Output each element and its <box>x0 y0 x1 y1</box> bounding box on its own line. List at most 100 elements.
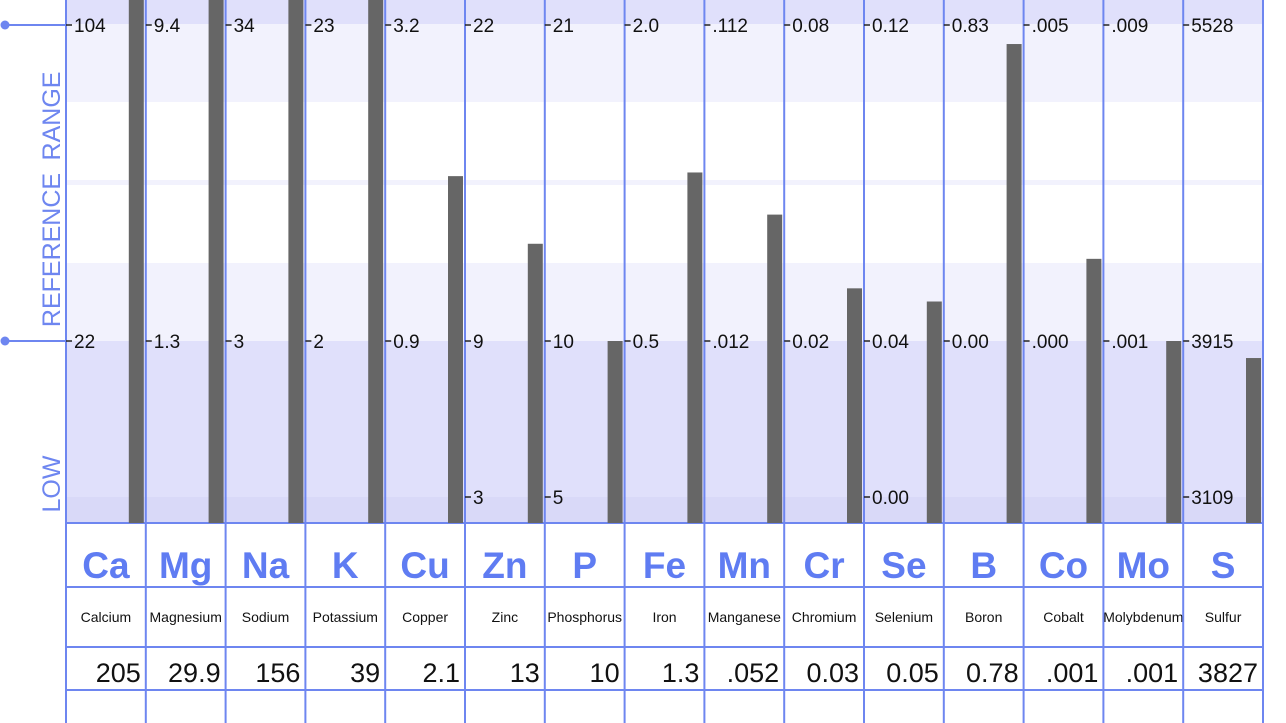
reference-low-label: 0.9 <box>393 332 419 353</box>
reference-high-label: .005 <box>1032 16 1069 37</box>
reference-high-label: 0.12 <box>872 16 909 37</box>
column-se: 0.12 0.04 0.00 Se Selenium 0.05 <box>863 0 942 723</box>
element-value: 205 <box>96 658 141 688</box>
reference-high-label: 21 <box>553 16 574 37</box>
element-value: 10 <box>590 658 620 688</box>
side-label-range: RANGE <box>38 72 66 161</box>
reference-low-label: .001 <box>1111 332 1148 353</box>
element-name: Zinc <box>492 609 518 625</box>
element-name: Magnesium <box>150 609 222 625</box>
column-p: 21 10 5 P Phosphorus 10 <box>543 0 623 723</box>
side-label-reference: REFERENCE <box>38 173 66 327</box>
element-name: Copper <box>402 609 448 625</box>
element-value: 39 <box>350 658 380 688</box>
element-symbol: Na <box>242 545 290 586</box>
reference-high-label: .112 <box>712 16 748 37</box>
reference-high-label: 3.2 <box>393 16 419 37</box>
element-name: Phosphorus <box>547 609 622 625</box>
bar-cr <box>847 288 862 523</box>
element-symbol: Ca <box>82 545 130 586</box>
reference-low-label: 0.04 <box>872 332 909 353</box>
low-floor-label: 3109 <box>1191 488 1233 509</box>
element-name: Sulfur <box>1205 609 1242 625</box>
element-name: Cobalt <box>1043 609 1084 625</box>
reference-low-label: 0.5 <box>633 332 659 353</box>
element-value: 0.03 <box>806 658 859 688</box>
bar-na <box>288 0 304 523</box>
reference-high-label: 9.4 <box>154 16 181 37</box>
element-value: 3827 <box>1198 658 1258 688</box>
column-b: 0.83 0.00 B Boron 0.78 <box>942 0 1022 723</box>
band-low <box>66 341 1263 523</box>
bar-ca <box>128 0 144 523</box>
reference-low-label: 10 <box>553 332 574 353</box>
reference-low-label: 0.00 <box>952 332 989 353</box>
element-name: Iron <box>652 609 676 625</box>
low-floor-label: 3 <box>473 488 484 509</box>
element-value: 0.05 <box>886 658 939 688</box>
element-symbol: Mn <box>718 545 771 586</box>
element-name: Calcium <box>81 609 132 625</box>
reference-low-label: 0.02 <box>792 332 829 353</box>
reference-low-label: 3 <box>234 332 245 353</box>
reference-high-label: 34 <box>234 16 256 37</box>
side-axis: LOW REFERENCE RANGE <box>0 20 66 512</box>
reference-high-label: .009 <box>1111 16 1148 37</box>
element-columns: 10422CaCalcium2059.41.3MgMagnesium29.934… <box>65 0 1264 723</box>
bar-zn <box>527 243 543 523</box>
column-mo: .009 .001 Mo Molybdenum .001 <box>1102 0 1183 723</box>
bar-s <box>1246 358 1261 523</box>
band-top <box>66 0 1263 24</box>
element-name: Sodium <box>242 609 289 625</box>
band-mid-upper <box>66 102 1263 180</box>
low-floor-label: 0.00 <box>872 488 909 509</box>
column-k: 23 2 K Potassium 39 <box>304 0 384 723</box>
element-symbol: Mg <box>159 545 212 586</box>
column-cr: 0.08 0.02 Cr Chromium 0.03 <box>783 0 862 723</box>
element-name: Potassium <box>313 609 378 625</box>
element-value: 29.9 <box>168 658 221 688</box>
element-name: Boron <box>965 609 1002 625</box>
bar-b <box>1006 44 1022 524</box>
column-na: 34 3 Na Sodium 156 <box>224 0 304 723</box>
bar-mo <box>1166 341 1182 523</box>
band-bottom <box>66 497 1263 523</box>
bar-fe <box>687 172 703 523</box>
element-value: 13 <box>510 658 540 688</box>
reference-low-label: 3915 <box>1191 332 1233 353</box>
bar-mn <box>767 214 783 523</box>
reference-high-label: 22 <box>473 16 494 37</box>
element-symbol: B <box>970 545 997 586</box>
bar-mg <box>208 0 224 523</box>
background-bands <box>66 0 1263 523</box>
element-symbol: Co <box>1039 545 1088 586</box>
column-cu: 3.2 0.9 Cu Copper 2.1 <box>384 0 463 723</box>
element-name: Chromium <box>792 609 857 625</box>
element-value: .001 <box>1046 658 1099 688</box>
element-value: .001 <box>1126 658 1179 688</box>
reference-high-label: 104 <box>74 16 106 37</box>
element-symbol: Se <box>881 545 926 586</box>
reference-high-label: 23 <box>313 16 334 37</box>
element-value: 0.78 <box>966 658 1019 688</box>
element-symbol: Cu <box>400 545 449 586</box>
bar-se <box>926 301 942 523</box>
element-value: 156 <box>255 658 300 688</box>
element-name: Manganese <box>708 609 781 625</box>
reference-low-label: 1.3 <box>154 332 180 353</box>
column-mg: 9.4 1.3 Mg Magnesium 29.9 <box>144 0 224 723</box>
side-label-low: LOW <box>38 455 66 512</box>
element-symbol: Fe <box>643 545 686 586</box>
bar-k <box>368 0 384 523</box>
bar-co <box>1086 258 1102 523</box>
element-symbol: Zn <box>482 545 527 586</box>
band-high <box>66 24 1263 102</box>
band-mid-lower <box>66 185 1263 263</box>
element-name: Molybdenum <box>1103 609 1183 625</box>
reference-low-label: 9 <box>473 332 484 353</box>
reference-low-label: 2 <box>313 332 324 353</box>
column-s: 5528 3915 3109 S Sulfur 3827 <box>1182 0 1264 723</box>
reference-high-label: 0.83 <box>952 16 989 37</box>
element-symbol: P <box>572 545 597 586</box>
bar-cu <box>448 176 463 523</box>
